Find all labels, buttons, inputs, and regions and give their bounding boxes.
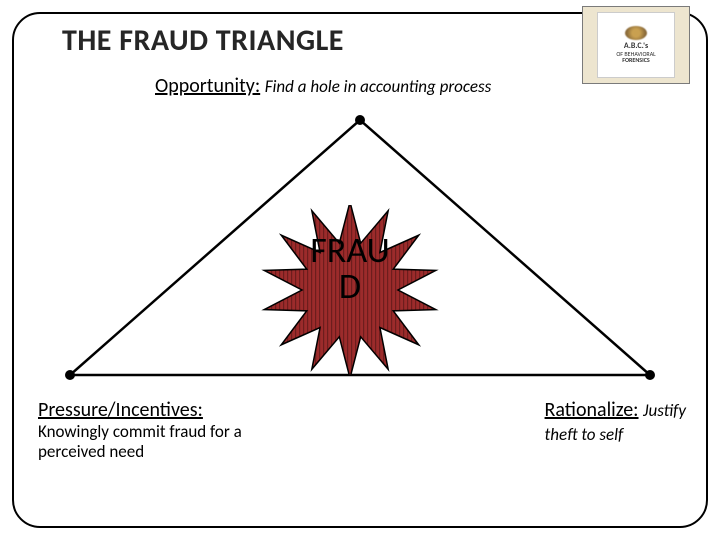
book-thumbnail: A.B.C.'s OF BEHAVIORAL FORENSICS [582,6,690,84]
rationalize-desc-1: Justify [643,400,686,421]
pressure-desc-1: Knowingly commit fraud for a [38,421,242,442]
vertex-right: Rationalize: Justify theft to self [545,398,686,446]
fraud-center-label: FRAU D [285,232,415,304]
opportunity-label: Opportunity: [155,74,260,98]
page-title: THE FRAUD TRIANGLE [62,22,344,59]
opportunity-desc: Find a hole in accounting process [265,76,491,97]
rationalize-label: Rationalize: [545,398,639,422]
book-title-line3: FORENSICS [622,57,649,64]
brain-icon [625,26,647,40]
pressure-desc: Knowingly commit fraud for a perceived n… [38,422,242,463]
book-cover: A.B.C.'s OF BEHAVIORAL FORENSICS [597,12,675,78]
vertex-left: Pressure/Incentives: Knowingly commit fr… [38,398,242,463]
vertex-top: Opportunity: Find a hole in accounting p… [155,74,491,98]
fraud-text-line2: D [339,264,361,308]
rationalize-desc-2: theft to self [545,424,624,445]
pressure-desc-2: perceived need [38,441,144,462]
pressure-label: Pressure/Incentives: [38,398,203,422]
